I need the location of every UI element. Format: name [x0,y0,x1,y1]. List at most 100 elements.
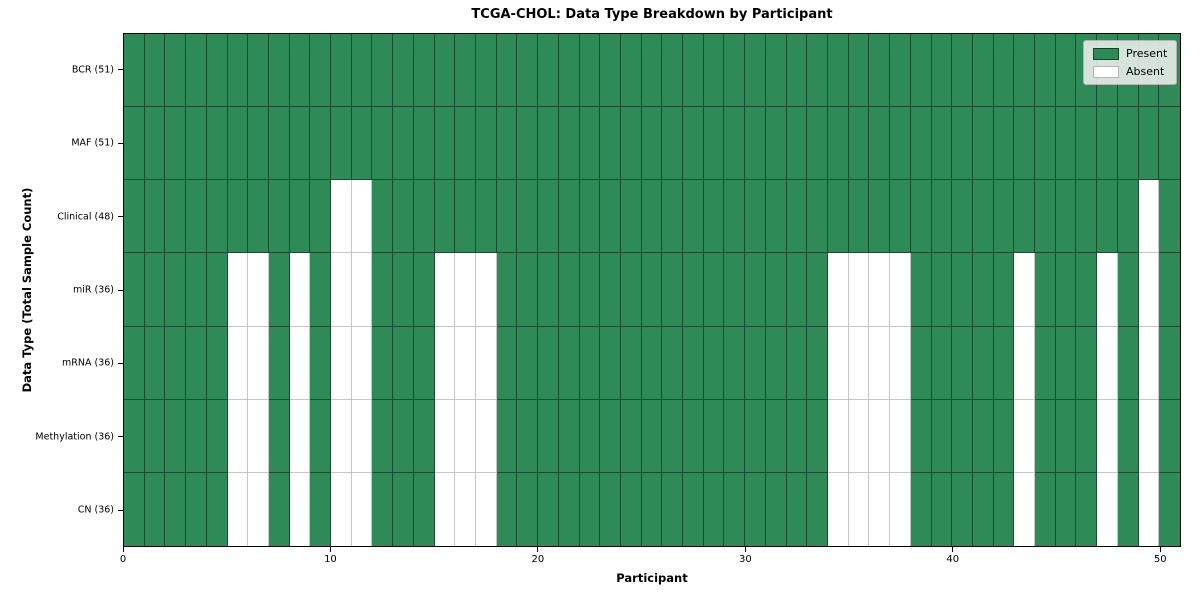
heatmap-cell [1055,253,1077,327]
heatmap-cell [641,34,663,108]
heatmap-cell [227,399,249,473]
heatmap-cell [413,180,435,254]
heatmap-cell [496,107,518,181]
heatmap-cell [600,326,621,400]
heatmap-cell [144,34,166,108]
x-tick-mark [1159,547,1161,552]
heatmap-cell [206,107,228,181]
heatmap-cell [1014,107,1036,181]
heatmap-cell [268,472,290,546]
heatmap-cell [828,253,849,327]
heatmap-cell [579,472,601,546]
heatmap-cell [310,472,332,546]
heatmap-cell [745,399,766,473]
heatmap-cell [807,326,828,400]
heatmap-cell [517,399,539,473]
heatmap-cell [413,399,435,473]
heatmap-cell [248,399,269,473]
heatmap-cell [724,472,746,546]
heatmap-cell [351,180,373,254]
heatmap-cell [641,253,663,327]
heatmap-cell [931,399,953,473]
heatmap-cell [434,326,456,400]
heatmap-cell [289,399,311,473]
heatmap-cell [931,107,953,181]
heatmap-cell [807,399,828,473]
heatmap-cell [248,107,269,181]
heatmap-row [124,326,1180,400]
heatmap-cell [434,253,456,327]
heatmap-cell [517,472,539,546]
heatmap-cell [1055,180,1077,254]
heatmap-cell [972,399,994,473]
heatmap-cell [848,253,870,327]
heatmap-cell [807,107,828,181]
heatmap-cell [227,472,249,546]
heatmap-cell [579,399,601,473]
heatmap-cell [641,472,663,546]
heatmap-cell [372,326,394,400]
heatmap-cell [351,326,373,400]
heatmap-cell [268,34,290,108]
heatmap-cell [910,34,932,108]
heatmap-cell [351,472,373,546]
heatmap-cell [496,180,518,254]
heatmap-cell [227,253,249,327]
heatmap-cell [1138,399,1160,473]
heatmap-cell [331,107,352,181]
heatmap-cell [910,180,932,254]
heatmap-cell [248,472,269,546]
heatmap-cell [517,326,539,400]
heatmap-cell [476,399,497,473]
heatmap-cell [972,180,994,254]
heatmap-cell [765,34,787,108]
heatmap-cell [931,253,953,327]
heatmap-cell [434,34,456,108]
heatmap-cell [206,472,228,546]
y-tick-mark [118,362,123,364]
heatmap-cell [496,472,518,546]
heatmap-cell [248,34,269,108]
y-tick-mark [118,216,123,218]
heatmap-cell [351,253,373,327]
y-tick-label: Clinical (48) [57,211,114,223]
heatmap-cell [186,326,207,400]
heatmap-cell [144,326,166,400]
heatmap-cell [517,180,539,254]
heatmap-cell [952,180,973,254]
heatmap-cell [993,180,1015,254]
heatmap-cell [683,472,704,546]
heatmap-cell [745,180,766,254]
heatmap-cell [1138,180,1160,254]
heatmap-cell [952,107,973,181]
heatmap-cell [206,253,228,327]
heatmap-cell [724,107,746,181]
heatmap-cell [890,399,911,473]
heatmap-cell [1035,326,1056,400]
heatmap-cell [641,180,663,254]
heatmap-cell [993,326,1015,400]
absent-swatch-icon [1093,65,1119,78]
heatmap-cell [765,253,787,327]
heatmap-cell [1159,472,1180,546]
heatmap-cell [952,34,973,108]
x-tick-label: 10 [324,554,337,565]
heatmap-cell [455,180,476,254]
heatmap-cell [1076,180,1098,254]
heatmap-cell [662,399,684,473]
x-tick-label: 40 [946,554,960,565]
heatmap-cell [993,253,1015,327]
heatmap-cell [745,472,766,546]
heatmap-cell [1138,253,1160,327]
heatmap-cell [765,399,787,473]
heatmap-cell [1035,253,1056,327]
heatmap-cell [124,326,145,400]
y-tick-label: miR (36) [72,284,114,296]
heatmap-cell [579,253,601,327]
heatmap-cell [972,107,994,181]
heatmap-cell [558,253,580,327]
heatmap-cell [890,180,911,254]
heatmap-cell [724,326,746,400]
heatmap-cell [289,180,311,254]
heatmap-cell [828,326,849,400]
